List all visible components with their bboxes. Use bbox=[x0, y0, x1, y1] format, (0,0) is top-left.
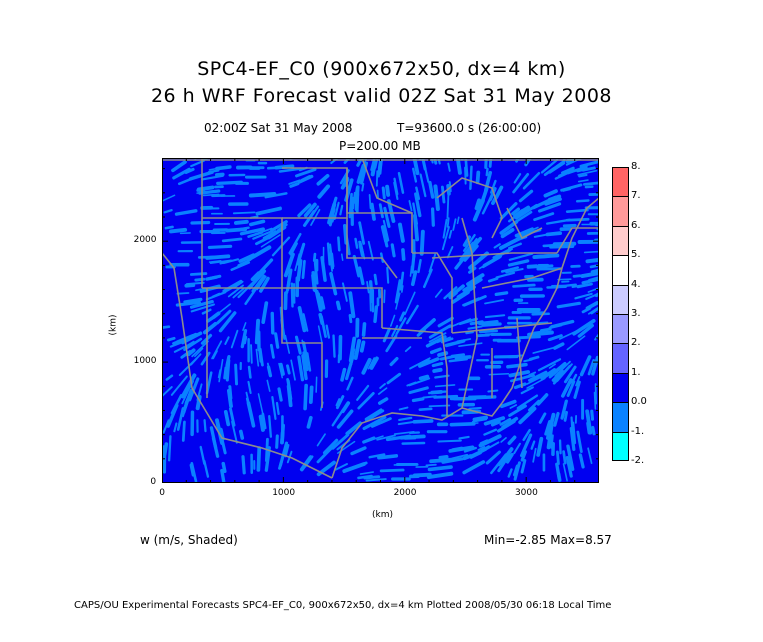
plot-title-line2: 26 h WRF Forecast valid 02Z Sat 31 May 2… bbox=[150, 85, 613, 107]
colorbar-label: 3. bbox=[631, 308, 641, 319]
min-max-label: Min=-2.85 Max=8.57 bbox=[484, 533, 612, 547]
colorbar-swatch bbox=[612, 284, 629, 314]
colorbar-label: 7. bbox=[631, 190, 641, 202]
field-label: w (m/s, Shaded) bbox=[140, 533, 238, 547]
colorbar-swatch bbox=[612, 255, 629, 285]
colorbar-label: -2. bbox=[631, 455, 645, 466]
colorbar-swatch bbox=[612, 225, 629, 256]
plot-title-line1: SPC4-EF_C0 (900x672x50, dx=4 km) bbox=[197, 58, 566, 80]
x-tick-label: 1000 bbox=[272, 488, 296, 498]
colorbar-swatch bbox=[612, 313, 629, 344]
x-tick-label: 3000 bbox=[514, 488, 538, 498]
footer-credits: CAPS/OU Experimental Forecasts SPC4-EF_C… bbox=[74, 600, 612, 611]
y-tick-label: 2000 bbox=[133, 235, 157, 246]
x-axis-label: (km) bbox=[372, 510, 394, 520]
colorbar-label: -1. bbox=[631, 425, 645, 437]
colorbar-label: 5. bbox=[631, 249, 641, 261]
colorbar-label: 6. bbox=[631, 219, 641, 231]
colorbar-swatch bbox=[612, 402, 629, 432]
colorbar-label: 4. bbox=[631, 278, 641, 290]
colorbar-label: 2. bbox=[631, 337, 641, 349]
valid-time: 02:00Z Sat 31 May 2008 bbox=[204, 121, 353, 135]
y-tick-label: 0 bbox=[150, 477, 157, 487]
colorbar-swatch bbox=[612, 167, 629, 197]
w-field-map bbox=[162, 158, 599, 483]
forecast-seconds: T=93600.0 s (26:00:00) bbox=[397, 121, 542, 135]
colorbar-label: 1. bbox=[631, 366, 641, 378]
negative-w-streaks bbox=[162, 158, 599, 483]
colorbar-swatch bbox=[612, 431, 629, 461]
colorbar-label: 0.0 bbox=[631, 396, 647, 408]
y-tick-label: 1000 bbox=[133, 356, 157, 367]
colorbar bbox=[612, 167, 629, 461]
colorbar-swatch bbox=[612, 343, 629, 373]
colorbar-swatch bbox=[612, 196, 629, 226]
colorbar-swatch bbox=[612, 372, 629, 403]
x-tick-label: 2000 bbox=[393, 488, 417, 498]
pressure-level: P=200.00 MB bbox=[339, 139, 421, 153]
x-tick-label: 0 bbox=[159, 488, 165, 498]
colorbar-label: 8. bbox=[631, 161, 641, 172]
y-axis-label: (km) bbox=[108, 314, 119, 336]
